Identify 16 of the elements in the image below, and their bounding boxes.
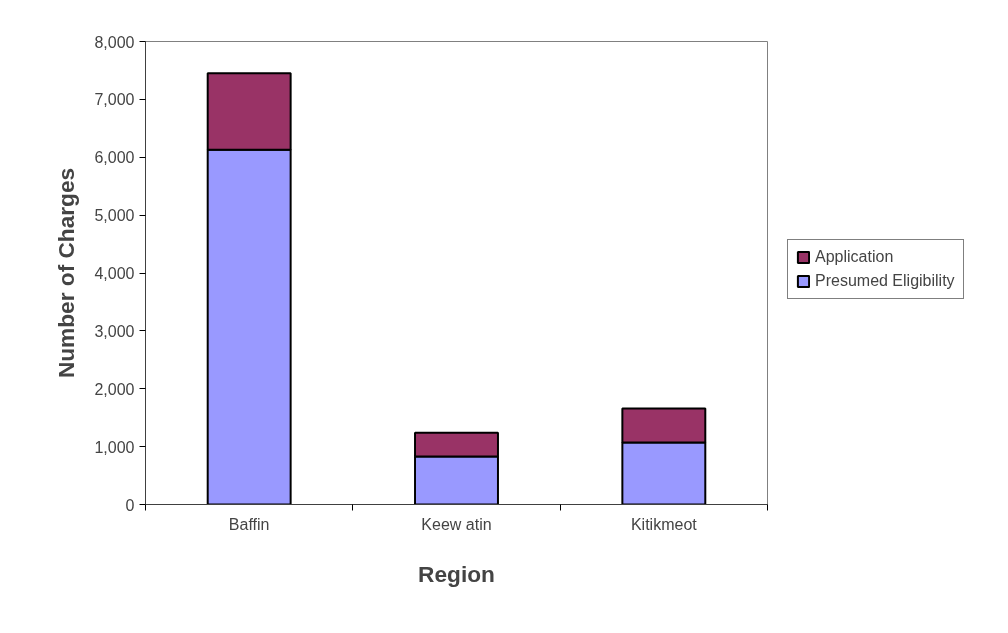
y-axis-title: Number of Charges	[53, 167, 80, 379]
y-tick-label: 8,000	[94, 33, 135, 51]
y-tick-label: 2,000	[94, 380, 135, 398]
x-tick-label: Keew atin	[421, 515, 492, 533]
x-tick-label: Kitikmeot	[630, 515, 698, 533]
y-tick-label: 3,000	[94, 322, 135, 340]
legend-label: Presumed Eligibility	[815, 272, 955, 290]
y-tick-label: 5,000	[94, 207, 135, 225]
y-tick-label: 0	[125, 496, 135, 514]
x-tick-label: Baffin	[228, 515, 270, 533]
y-tick-label: 1,000	[94, 438, 135, 456]
y-tick-label: 6,000	[94, 149, 135, 167]
legend-label: Application	[815, 248, 894, 266]
y-tick-label: 4,000	[94, 265, 135, 282]
x-axis-title: Region	[418, 560, 495, 587]
y-tick-label: 7,000	[94, 91, 135, 109]
